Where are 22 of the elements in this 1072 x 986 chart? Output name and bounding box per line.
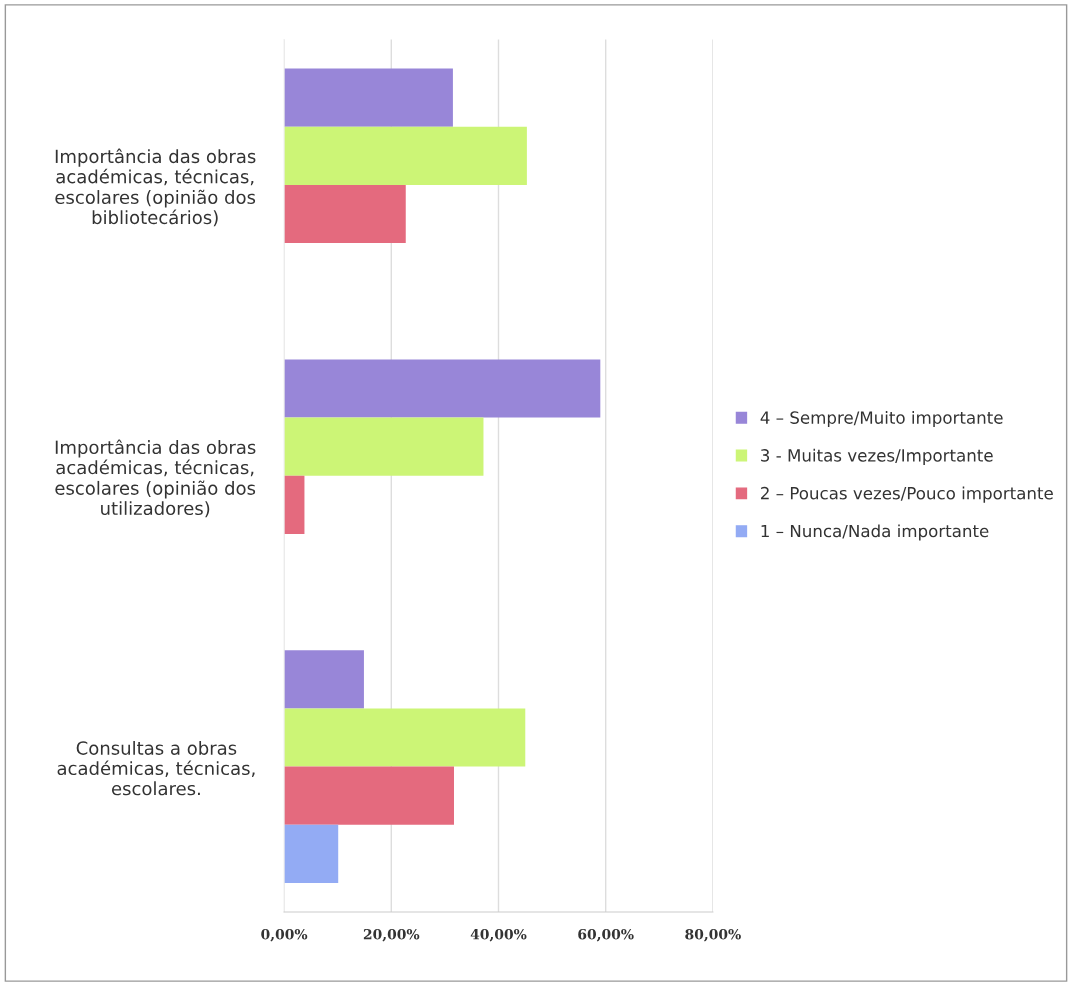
x-tick-label: 20,00% xyxy=(363,928,420,942)
bar xyxy=(284,359,601,418)
legend-label: 4 – Sempre/Muito importante xyxy=(760,410,1003,428)
bar xyxy=(284,766,454,825)
legend-label: 3 - Muitas vezes/Importante xyxy=(761,448,993,465)
y-tick-label: Importância das obras académicas, técnicas, escolares (opinião dos bibliotecários) xyxy=(55,148,256,227)
bar xyxy=(284,184,406,244)
y-tick-label: Consultas a obras académicas, técnicas, escolares. xyxy=(57,740,255,796)
x-tick-label: 80,00% xyxy=(685,928,741,942)
x-tick-label: 60,00% xyxy=(578,928,634,942)
x-tick-label: 40,00% xyxy=(470,928,527,942)
bar xyxy=(284,708,526,767)
y-tick-label: Importância das obras académicas, técnicas, escolares (opinião dos utilizadores) xyxy=(55,439,256,518)
bar xyxy=(284,824,339,883)
bar xyxy=(284,126,527,185)
legend-label: 1 – Nunca/Nada importante xyxy=(761,524,989,541)
bar xyxy=(284,68,453,127)
x-tick-label: 0,00% xyxy=(261,928,308,942)
bar xyxy=(284,475,305,534)
bar xyxy=(284,417,484,476)
bar xyxy=(284,650,364,709)
legend-label: 2 – Poucas vezes/Pouco importante xyxy=(761,486,1053,503)
